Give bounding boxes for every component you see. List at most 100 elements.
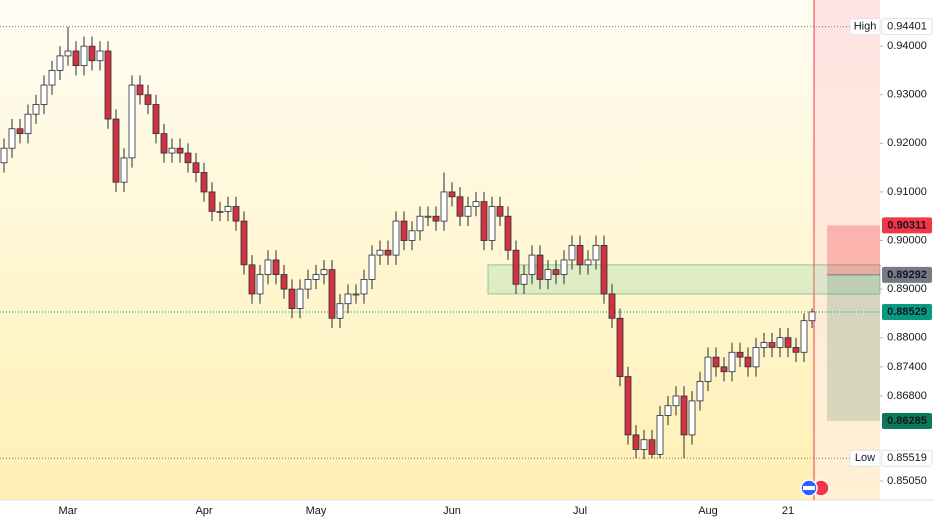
candle-body	[744, 356, 752, 368]
badge-name-box	[849, 449, 881, 467]
y-tick-label: 0.94000	[887, 40, 927, 52]
candle-body	[128, 84, 136, 159]
candle-body	[216, 210, 224, 213]
candle-body	[520, 274, 528, 285]
candle-body	[424, 215, 432, 218]
x-tick-label: Jul	[573, 505, 587, 517]
y-tick-label: 0.85050	[887, 475, 927, 487]
candle-body	[488, 206, 496, 241]
candle-body	[64, 50, 72, 57]
candle-body	[712, 356, 720, 368]
candle-body	[568, 244, 576, 261]
y-tick-label: 0.89000	[887, 283, 927, 295]
x-tick-label: Apr	[195, 505, 212, 517]
candle-body	[224, 206, 232, 212]
price-badge-label: 0.85519	[887, 452, 927, 464]
candle-body	[344, 293, 352, 305]
badge-name: Low	[855, 452, 875, 464]
price-scale	[880, 0, 934, 521]
candle-body	[296, 288, 304, 309]
price-badge	[882, 266, 932, 283]
candle-body	[304, 278, 312, 290]
x-tick-label: Aug	[698, 505, 718, 517]
candle-body	[152, 104, 160, 135]
x-tick-label: May	[306, 505, 327, 517]
price-badge	[881, 18, 933, 36]
price-badge-label: 0.94401	[887, 21, 927, 33]
candle-body	[792, 347, 800, 353]
candle-body	[416, 215, 424, 232]
candle-body	[336, 303, 344, 319]
price-badge-label: 0.88529	[887, 306, 927, 318]
candle-body	[408, 230, 416, 241]
candle-body	[664, 405, 672, 416]
candle-body	[696, 381, 704, 402]
candle-body	[8, 128, 16, 149]
candle-body	[760, 342, 768, 348]
price-badge-label: 0.89292	[887, 269, 927, 281]
candle-body	[360, 278, 368, 295]
candle-body	[232, 206, 240, 222]
candle-body	[280, 274, 288, 290]
candle-body	[328, 269, 336, 319]
candle-body	[456, 196, 464, 217]
candle-body	[96, 50, 104, 62]
candle-body	[56, 55, 64, 71]
price-badge-label: 0.90311	[887, 219, 926, 231]
candle-body	[200, 172, 208, 193]
candle-body	[480, 201, 488, 241]
candle-body	[448, 191, 456, 198]
candle-body	[560, 259, 568, 275]
candle-body	[0, 147, 8, 164]
candle-body	[576, 244, 584, 266]
candle-body	[784, 337, 792, 348]
candle-body	[728, 351, 736, 373]
candle-body	[648, 439, 656, 455]
candle-body	[192, 162, 200, 173]
candle-body	[392, 220, 400, 256]
candle-body	[440, 191, 448, 222]
candle-body	[168, 147, 176, 154]
candle-body	[464, 206, 472, 217]
candle-body	[32, 104, 40, 115]
candle-body	[544, 269, 552, 280]
candle-body	[80, 45, 88, 66]
candle-body	[48, 70, 56, 86]
candle-body	[656, 415, 664, 455]
y-tick-label: 0.92000	[887, 137, 927, 149]
target-zone	[827, 274, 880, 422]
candle-body	[72, 50, 80, 66]
candle-body	[432, 215, 440, 222]
price-badge-label: 0.86285	[887, 415, 927, 427]
candle-body	[736, 351, 744, 358]
candle-body	[584, 259, 592, 266]
candle-body	[136, 84, 144, 96]
y-tick-label: 0.91000	[887, 186, 927, 198]
x-tick-label: Mar	[59, 505, 78, 517]
plot-background	[0, 0, 880, 500]
y-tick-label: 0.86800	[887, 390, 927, 402]
candle-body	[368, 254, 376, 280]
badge-name-box	[849, 18, 881, 36]
badge-name: High	[854, 21, 877, 33]
candle-body	[288, 288, 296, 309]
candle-body	[592, 244, 600, 261]
candle-body	[376, 249, 384, 256]
y-tick-label: 0.90000	[887, 234, 927, 246]
x-tick-label: Jun	[443, 505, 461, 517]
price-badge	[882, 304, 932, 321]
candle-body	[640, 439, 648, 450]
y-tick-label: 0.88000	[887, 332, 927, 344]
candle-body	[400, 220, 408, 241]
candle-body	[248, 264, 256, 295]
candle-body	[616, 317, 624, 377]
candle-body	[120, 157, 128, 183]
candle-body	[768, 342, 776, 348]
candle-body	[240, 220, 248, 266]
candle-body	[472, 201, 480, 207]
future-region	[814, 0, 880, 500]
candle-body	[704, 356, 712, 382]
candle-body	[88, 45, 96, 62]
candle-body	[256, 274, 264, 295]
